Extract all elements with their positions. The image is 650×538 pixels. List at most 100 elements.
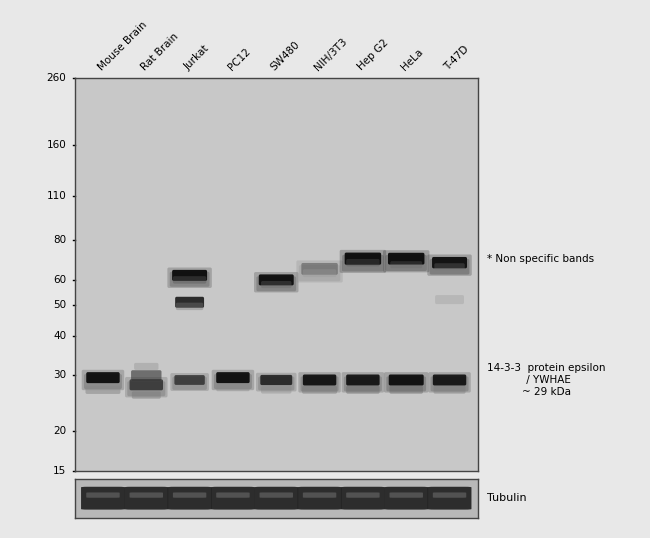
- FancyBboxPatch shape: [175, 297, 204, 308]
- FancyBboxPatch shape: [384, 372, 428, 393]
- FancyBboxPatch shape: [300, 377, 339, 391]
- FancyBboxPatch shape: [303, 492, 336, 498]
- FancyBboxPatch shape: [214, 374, 252, 389]
- Text: 15: 15: [53, 466, 66, 476]
- Text: 40: 40: [53, 331, 66, 341]
- FancyBboxPatch shape: [435, 295, 464, 304]
- Text: Tubulin: Tubulin: [488, 493, 527, 503]
- FancyBboxPatch shape: [167, 267, 212, 288]
- FancyBboxPatch shape: [256, 373, 296, 392]
- FancyBboxPatch shape: [125, 377, 168, 398]
- FancyBboxPatch shape: [86, 492, 120, 498]
- FancyBboxPatch shape: [261, 281, 291, 288]
- FancyBboxPatch shape: [131, 370, 161, 380]
- FancyBboxPatch shape: [176, 303, 203, 310]
- FancyBboxPatch shape: [434, 263, 465, 270]
- FancyBboxPatch shape: [174, 375, 205, 385]
- FancyBboxPatch shape: [261, 386, 291, 394]
- FancyBboxPatch shape: [340, 250, 386, 273]
- FancyBboxPatch shape: [384, 487, 428, 509]
- FancyBboxPatch shape: [386, 377, 426, 391]
- FancyBboxPatch shape: [256, 277, 296, 291]
- FancyBboxPatch shape: [346, 386, 380, 394]
- Text: T-47D: T-47D: [443, 44, 471, 73]
- FancyBboxPatch shape: [390, 261, 422, 268]
- FancyBboxPatch shape: [296, 260, 343, 282]
- FancyBboxPatch shape: [341, 487, 385, 509]
- Text: * Non specific bands: * Non specific bands: [488, 254, 595, 264]
- Text: 260: 260: [47, 73, 66, 83]
- FancyBboxPatch shape: [434, 386, 465, 394]
- FancyBboxPatch shape: [389, 374, 424, 386]
- Text: PC12: PC12: [226, 46, 252, 73]
- FancyBboxPatch shape: [298, 487, 341, 509]
- FancyBboxPatch shape: [389, 492, 423, 498]
- FancyBboxPatch shape: [216, 492, 250, 498]
- Text: HeLa: HeLa: [399, 47, 425, 73]
- FancyBboxPatch shape: [342, 255, 384, 272]
- Text: 20: 20: [53, 426, 66, 436]
- FancyBboxPatch shape: [428, 487, 471, 509]
- Text: Rat Brain: Rat Brain: [139, 31, 180, 73]
- FancyBboxPatch shape: [298, 372, 341, 393]
- FancyBboxPatch shape: [432, 257, 467, 268]
- Text: 110: 110: [47, 192, 66, 201]
- Text: Jurkat: Jurkat: [183, 44, 211, 73]
- Text: Mouse Brain: Mouse Brain: [96, 20, 149, 73]
- FancyBboxPatch shape: [254, 487, 298, 509]
- FancyBboxPatch shape: [388, 253, 424, 265]
- FancyBboxPatch shape: [86, 386, 120, 394]
- Text: 60: 60: [53, 275, 66, 285]
- FancyBboxPatch shape: [259, 274, 294, 285]
- FancyBboxPatch shape: [430, 259, 469, 274]
- FancyBboxPatch shape: [129, 492, 163, 498]
- FancyBboxPatch shape: [430, 377, 469, 391]
- FancyBboxPatch shape: [211, 487, 255, 509]
- FancyBboxPatch shape: [346, 259, 380, 266]
- FancyBboxPatch shape: [134, 363, 159, 370]
- FancyBboxPatch shape: [303, 374, 336, 386]
- FancyBboxPatch shape: [346, 492, 380, 498]
- Text: 160: 160: [47, 140, 66, 150]
- Text: 50: 50: [53, 300, 66, 310]
- Text: SW480: SW480: [269, 39, 302, 73]
- FancyBboxPatch shape: [173, 492, 206, 498]
- FancyBboxPatch shape: [168, 487, 211, 509]
- Text: 30: 30: [53, 370, 66, 380]
- FancyBboxPatch shape: [84, 374, 122, 389]
- Text: 14-3-3  protein epsilon
 / YWHAE
~ 29 kDa: 14-3-3 protein epsilon / YWHAE ~ 29 kDa: [488, 363, 606, 397]
- Text: NIH/3T3: NIH/3T3: [313, 36, 349, 73]
- FancyBboxPatch shape: [172, 270, 207, 281]
- FancyBboxPatch shape: [258, 377, 294, 391]
- FancyBboxPatch shape: [212, 370, 254, 390]
- FancyBboxPatch shape: [383, 250, 430, 272]
- FancyBboxPatch shape: [342, 372, 384, 393]
- FancyBboxPatch shape: [132, 391, 161, 399]
- FancyBboxPatch shape: [302, 386, 337, 394]
- FancyBboxPatch shape: [427, 254, 472, 276]
- FancyBboxPatch shape: [433, 492, 466, 498]
- FancyBboxPatch shape: [344, 252, 381, 265]
- FancyBboxPatch shape: [389, 386, 423, 394]
- FancyBboxPatch shape: [259, 492, 293, 498]
- FancyBboxPatch shape: [254, 272, 298, 293]
- FancyBboxPatch shape: [428, 372, 471, 393]
- FancyBboxPatch shape: [127, 381, 165, 396]
- FancyBboxPatch shape: [302, 263, 338, 275]
- FancyBboxPatch shape: [344, 377, 382, 391]
- FancyBboxPatch shape: [260, 375, 292, 385]
- FancyBboxPatch shape: [385, 255, 427, 271]
- FancyBboxPatch shape: [303, 269, 336, 277]
- FancyBboxPatch shape: [86, 372, 120, 383]
- FancyBboxPatch shape: [129, 379, 163, 390]
- FancyBboxPatch shape: [216, 384, 250, 391]
- FancyBboxPatch shape: [81, 487, 125, 509]
- FancyBboxPatch shape: [170, 373, 209, 391]
- FancyBboxPatch shape: [433, 374, 466, 386]
- FancyBboxPatch shape: [124, 487, 168, 509]
- FancyBboxPatch shape: [82, 370, 124, 390]
- Text: Hep G2: Hep G2: [356, 38, 390, 73]
- FancyBboxPatch shape: [299, 265, 341, 281]
- FancyBboxPatch shape: [216, 372, 250, 383]
- FancyBboxPatch shape: [172, 377, 207, 390]
